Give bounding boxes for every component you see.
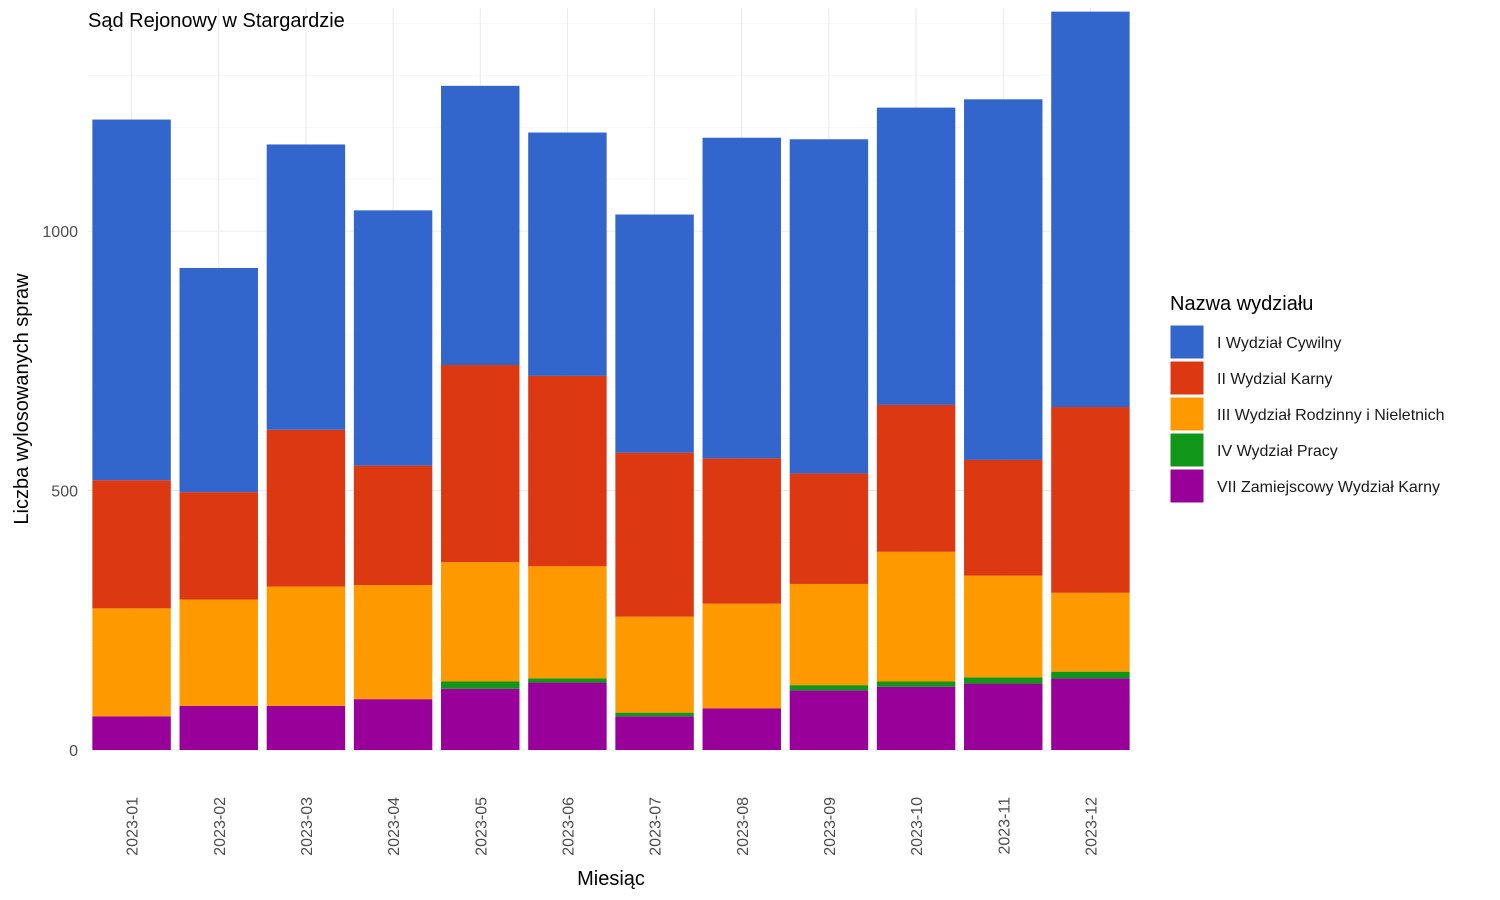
bar-segment xyxy=(528,682,607,750)
bar-segment xyxy=(1051,592,1130,672)
bar-segment xyxy=(615,214,694,453)
legend-label: VII Zamiejscowy Wydział Karny xyxy=(1217,479,1440,496)
legend-swatch xyxy=(1169,432,1205,468)
bar-segment xyxy=(789,473,869,584)
bar-segment xyxy=(964,575,1043,678)
bar-segment xyxy=(615,452,694,617)
bar-segment xyxy=(615,716,694,750)
legend-label: I Wydział Cywilny xyxy=(1217,335,1341,352)
bar-segment xyxy=(876,107,956,405)
bar-segment xyxy=(528,566,607,679)
bar-segment xyxy=(964,99,1043,460)
bar-segment xyxy=(876,681,956,687)
legend-title: Nazwa wydziału xyxy=(1170,293,1313,315)
bar-segment xyxy=(353,465,433,585)
x-tick-label: 2023-04 xyxy=(386,797,403,856)
x-tick-label: 2023-08 xyxy=(735,797,752,856)
y-tick-label: 0 xyxy=(69,743,78,760)
bar-segment xyxy=(964,459,1043,576)
bar-segment xyxy=(528,678,607,683)
bar-segment xyxy=(441,681,520,689)
y-axis-title: Liczba wylosowanych spraw xyxy=(11,273,33,525)
bar-segment xyxy=(92,716,171,750)
bar-segment xyxy=(615,712,694,717)
bar-segment xyxy=(353,210,433,466)
y-axis-ticks: 0 500 1000 xyxy=(42,224,78,760)
bar-segment xyxy=(702,603,781,709)
bar-segment xyxy=(789,583,869,686)
bar-segment xyxy=(702,458,781,604)
legend-swatch xyxy=(1169,360,1205,396)
bar-segment xyxy=(441,364,520,563)
x-tick-label: 2023-02 xyxy=(212,797,229,856)
bar-segment xyxy=(789,690,869,750)
x-tick-label: 2023-05 xyxy=(473,797,490,856)
bar-segment xyxy=(964,683,1043,750)
bar-segment xyxy=(876,686,956,750)
bar-segment xyxy=(266,429,346,587)
bar-segment xyxy=(179,599,258,706)
bar-segment xyxy=(528,132,607,376)
bar-segment xyxy=(266,586,346,706)
bar-segment xyxy=(179,705,258,750)
bar-segment xyxy=(266,705,346,750)
chart-title: Sąd Rejonowy w Stargardzie xyxy=(88,10,345,32)
bar-segment xyxy=(92,119,171,481)
bar-segment xyxy=(441,85,520,365)
x-tick-label: 2023-09 xyxy=(822,797,839,856)
bars xyxy=(92,11,1130,750)
bar-segment xyxy=(702,137,781,459)
bar-segment xyxy=(1051,407,1130,593)
legend-label: IV Wydział Pracy xyxy=(1217,443,1338,460)
x-tick-label: 2023-06 xyxy=(560,797,577,856)
bar-segment xyxy=(702,708,781,750)
x-tick-label: 2023-12 xyxy=(1083,797,1100,856)
bar-segment xyxy=(92,608,171,717)
bar-segment xyxy=(441,688,520,750)
bar-segment xyxy=(876,404,956,552)
bar-segment xyxy=(964,677,1043,684)
legend-label: III Wydział Rodzinny i Nieletnich xyxy=(1217,407,1445,424)
bar-segment xyxy=(179,492,258,600)
bar-segment xyxy=(1051,671,1130,679)
bar-segment xyxy=(528,375,607,567)
legend-swatch xyxy=(1169,468,1205,504)
legend-swatch xyxy=(1169,396,1205,432)
bar-segment xyxy=(1051,678,1130,750)
legend-label: II Wydzial Karny xyxy=(1217,371,1332,388)
x-tick-label: 2023-11 xyxy=(996,797,1013,855)
x-tick-label: 2023-03 xyxy=(299,797,316,856)
bar-segment xyxy=(441,562,520,682)
x-axis-title: Miesiąc xyxy=(577,868,645,890)
x-tick-label: 2023-10 xyxy=(909,797,926,856)
bar-segment xyxy=(876,551,956,682)
bar-segment xyxy=(789,685,869,691)
bar-segment xyxy=(179,267,258,493)
bar-segment xyxy=(615,616,694,713)
x-axis-ticks: 2023-01 2023-02 2023-03 2023-04 2023-05 2023-… xyxy=(125,797,1101,856)
bar-segment xyxy=(266,144,346,430)
legend: Nazwa wydziału I Wydział Cywilny II Wydzi… xyxy=(1169,293,1445,504)
x-tick-label: 2023-07 xyxy=(648,797,665,856)
bar-segment xyxy=(353,584,433,700)
y-tick-label: 500 xyxy=(51,484,78,501)
y-tick-label: 1000 xyxy=(42,224,78,241)
legend-swatch xyxy=(1169,324,1205,360)
x-tick-label: 2023-01 xyxy=(125,797,142,856)
bar-segment xyxy=(1051,11,1130,408)
bar-segment xyxy=(353,699,433,750)
bar-segment xyxy=(92,480,171,609)
bar-segment xyxy=(789,139,869,474)
